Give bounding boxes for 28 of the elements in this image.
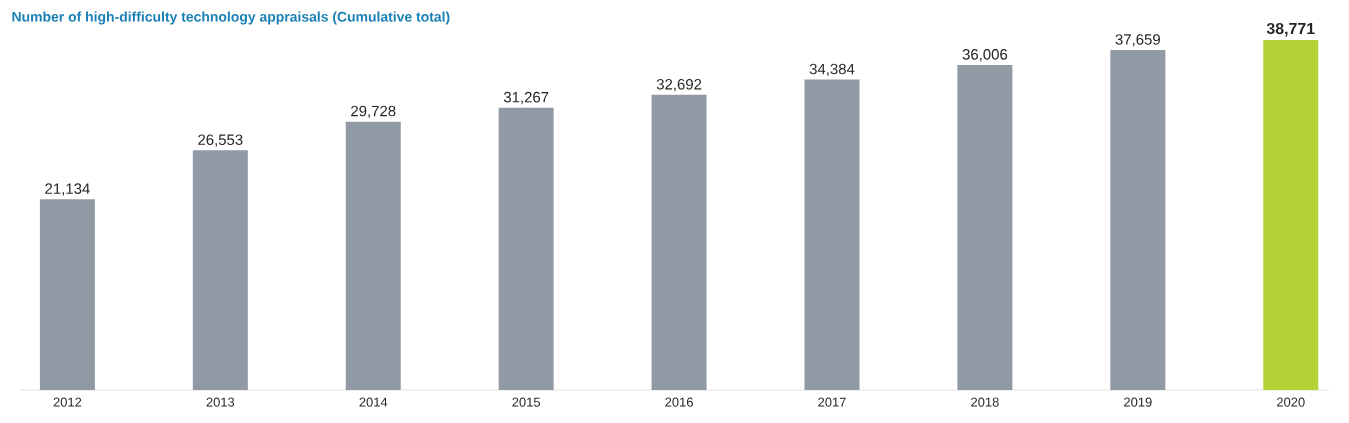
bar bbox=[1110, 50, 1166, 390]
bar bbox=[957, 64, 1013, 390]
bar bbox=[345, 121, 401, 390]
data-label: 32,692 bbox=[656, 79, 702, 92]
bar bbox=[804, 79, 860, 390]
bar bbox=[498, 107, 554, 390]
x-tick-label: 2019 bbox=[1124, 397, 1152, 407]
x-tick-label: 2014 bbox=[359, 397, 388, 407]
bar bbox=[192, 150, 248, 390]
x-tick-label: 2012 bbox=[53, 397, 82, 407]
x-tick-label: 2016 bbox=[665, 397, 693, 407]
data-label: 38,771 bbox=[1266, 22, 1315, 37]
bar bbox=[39, 199, 95, 390]
x-tick-label: 2015 bbox=[512, 397, 541, 407]
bar bbox=[1263, 39, 1319, 390]
data-label: 36,006 bbox=[962, 49, 1008, 62]
chart-title: Number of high-difficulty technology appraisals (Cumulative total) bbox=[12, 11, 450, 25]
x-tick-label: 2018 bbox=[971, 397, 999, 407]
data-label: 29,728 bbox=[351, 105, 396, 119]
data-label: 26,553 bbox=[198, 134, 243, 147]
bar bbox=[651, 94, 707, 390]
x-tick-label: 2020 bbox=[1277, 397, 1305, 407]
data-label: 21,134 bbox=[45, 183, 90, 196]
x-tick-label: 2013 bbox=[206, 397, 235, 407]
data-label: 37,659 bbox=[1115, 34, 1160, 47]
data-label: 34,384 bbox=[809, 63, 855, 77]
data-label: 31,267 bbox=[503, 91, 549, 105]
x-tick-label: 2017 bbox=[818, 397, 846, 407]
